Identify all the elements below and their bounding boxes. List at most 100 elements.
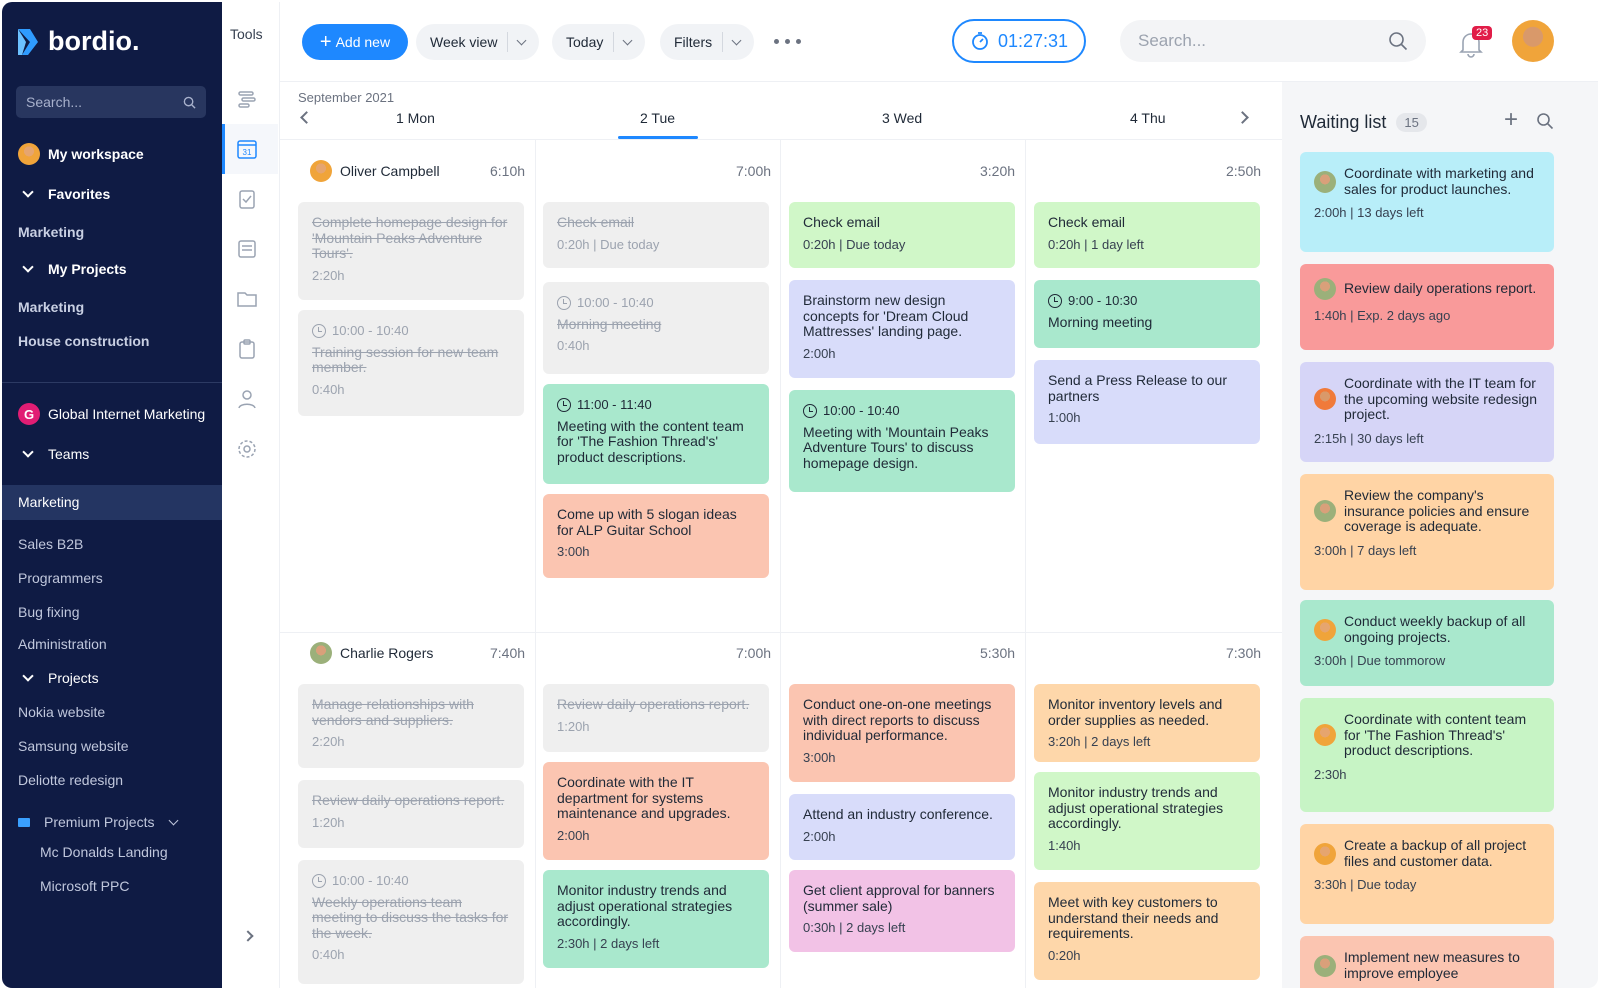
next-week-chevron-icon[interactable] xyxy=(1236,111,1249,124)
task-meta: 0:40h xyxy=(557,338,590,353)
previous-week-chevron-icon[interactable] xyxy=(300,111,313,124)
sidebar-item-mc-donalds-landing[interactable]: Mc Donalds Landing xyxy=(40,844,168,860)
sidebar-item-microsoft-ppc[interactable]: Microsoft PPC xyxy=(40,878,129,894)
collapse-chevron-icon[interactable] xyxy=(242,930,254,942)
task-card[interactable]: Meet with key customers to understand th… xyxy=(1034,882,1260,980)
settings-gear-icon[interactable] xyxy=(236,438,258,460)
task-card[interactable]: 10:00 - 10:40 Morning meeting 0:40h xyxy=(543,282,769,374)
sidebar-folder-premium-projects[interactable]: Premium Projects xyxy=(18,814,179,830)
task-card[interactable]: 10:00 - 10:40 Meeting with 'Mountain Pea… xyxy=(789,390,1015,492)
task-time-label: 10:00 - 10:40 xyxy=(823,403,900,418)
task-card[interactable]: Manage relationships with vendors and su… xyxy=(298,684,524,768)
sidebar-section-label: Favorites xyxy=(48,186,111,202)
calendar-header: September 2021 1 Mon 2 Tue 3 Wed 4 Thu xyxy=(280,82,1282,140)
week-view-select[interactable]: Week view xyxy=(416,24,540,60)
day-header-wed[interactable]: 3 Wed xyxy=(882,110,923,126)
task-card[interactable]: 10:00 - 10:40 Weekly operations team mee… xyxy=(298,860,524,984)
task-card[interactable]: Monitor industry trends and adjust opera… xyxy=(543,870,769,968)
sidebar-item-team-marketing[interactable]: Marketing xyxy=(18,494,79,510)
sidebar-item-favorites-marketing[interactable]: Marketing xyxy=(18,224,84,240)
tasks-tool-icon[interactable] xyxy=(236,188,258,210)
add-waiting-item-plus-icon[interactable]: + xyxy=(1504,106,1519,133)
folder-tool-icon[interactable] xyxy=(236,288,258,310)
sidebar-item-house-construction[interactable]: House construction xyxy=(18,333,149,349)
waiting-card[interactable]: Create a backup of all project files and… xyxy=(1300,824,1554,924)
waiting-card[interactable]: Coordinate with marketing and sales for … xyxy=(1300,152,1554,252)
waiting-card-title: Coordinate with marketing and sales for … xyxy=(1344,165,1534,197)
task-card[interactable]: Check email 0:20h | Due today xyxy=(543,202,769,268)
task-card[interactable]: Send a Press Release to our partners 1:0… xyxy=(1034,360,1260,444)
day-header-thu[interactable]: 4 Thu xyxy=(1130,110,1166,126)
top-search-input[interactable]: Search... xyxy=(1120,20,1426,62)
chevron-down-icon xyxy=(169,815,179,825)
organization-badge: G xyxy=(18,403,40,425)
more-options-icon[interactable] xyxy=(774,39,801,44)
notes-tool-icon[interactable] xyxy=(236,238,258,260)
tools-title: Tools xyxy=(230,26,263,42)
waiting-card-title: Review daily operations report. xyxy=(1344,280,1537,297)
waiting-card-title: Implement new measures to improve employ… xyxy=(1344,949,1520,981)
user-avatar[interactable] xyxy=(1512,20,1554,62)
calendar-tool-icon[interactable]: 31 xyxy=(236,138,258,160)
sidebar-section-teams[interactable]: Teams xyxy=(18,446,89,462)
sidebar-search-input[interactable]: Search... xyxy=(16,86,206,118)
day-header-tue[interactable]: 2 Tue xyxy=(640,110,676,126)
sidebar-section-my-projects[interactable]: My Projects xyxy=(18,261,127,277)
task-card[interactable]: Check email 0:20h | 1 day left xyxy=(1034,202,1260,268)
task-card[interactable]: Monitor industry trends and adjust opera… xyxy=(1034,772,1260,870)
clipboard-tool-icon[interactable] xyxy=(236,338,258,360)
task-time: 10:00 - 10:40 xyxy=(312,873,510,889)
task-card[interactable]: Review daily operations report. 1:20h xyxy=(298,780,524,848)
task-card[interactable]: Brainstorm new design concepts for 'Drea… xyxy=(789,280,1015,378)
task-card[interactable]: 10:00 - 10:40 Training session for new t… xyxy=(298,310,524,416)
sidebar-item-my-workspace[interactable]: My workspace xyxy=(18,143,144,165)
add-new-button[interactable]: + Add new xyxy=(302,24,408,60)
task-card[interactable]: Complete homepage design for 'Mountain P… xyxy=(298,202,524,300)
task-card[interactable]: Check email 0:20h | Due today xyxy=(789,202,1015,268)
sidebar-item-sales-b2b[interactable]: Sales B2B xyxy=(18,536,83,552)
today-select[interactable]: Today xyxy=(552,24,646,60)
waiting-card[interactable]: Implement new measures to improve employ… xyxy=(1300,936,1554,988)
day-header-mon[interactable]: 1 Mon xyxy=(396,110,435,126)
task-title: Morning meeting xyxy=(557,315,662,332)
chevron-down-icon xyxy=(622,35,633,45)
sidebar-item-samsung-website[interactable]: Samsung website xyxy=(18,738,129,754)
sidebar-item-bug-fixing[interactable]: Bug fixing xyxy=(18,604,79,620)
waiting-search-icon[interactable] xyxy=(1536,112,1554,130)
waiting-card[interactable]: Coordinate with the IT team for the upco… xyxy=(1300,362,1554,462)
sidebar-item-organization[interactable]: G Global Internet Marketing xyxy=(18,403,205,425)
sidebar-section-projects[interactable]: Projects xyxy=(18,670,99,686)
sidebar-item-my-projects-marketing[interactable]: Marketing xyxy=(18,299,84,315)
timer-button[interactable]: 01:27:31 xyxy=(952,19,1086,63)
task-card[interactable]: 9:00 - 10:30 Morning meeting xyxy=(1034,280,1260,348)
waiting-card[interactable]: Review the company's insurance policies … xyxy=(1300,474,1554,590)
sidebar-item-programmers[interactable]: Programmers xyxy=(18,570,103,586)
sidebar-item-administration[interactable]: Administration xyxy=(18,636,107,652)
filters-select[interactable]: Filters xyxy=(660,24,755,60)
waiting-card[interactable]: Review daily operations report. 1:40h | … xyxy=(1300,264,1554,350)
task-card[interactable]: Coordinate with the IT department for sy… xyxy=(543,762,769,860)
sidebar-item-deliotte-redesign[interactable]: Deliotte redesign xyxy=(18,772,123,788)
sidebar-item-nokia-website[interactable]: Nokia website xyxy=(18,704,105,720)
waiting-card[interactable]: Conduct weekly backup of all ongoing pro… xyxy=(1300,600,1554,686)
user-tool-icon[interactable] xyxy=(236,388,258,410)
task-card[interactable]: Come up with 5 slogan ideas for ALP Guit… xyxy=(543,494,769,578)
task-card[interactable]: Get client approval for banners (summer … xyxy=(789,870,1015,952)
waiting-card[interactable]: Coordinate with content team for 'The Fa… xyxy=(1300,698,1554,812)
avatar xyxy=(1314,278,1336,300)
waiting-card-meta: 2:30h xyxy=(1314,766,1347,782)
waiting-card-meta: 3:30h | Due today xyxy=(1314,877,1417,892)
select-divider xyxy=(507,32,509,52)
brand-logo[interactable]: bordio. xyxy=(16,26,139,57)
task-card[interactable]: Monitor inventory levels and order suppl… xyxy=(1034,684,1260,762)
task-meta: 0:40h xyxy=(312,381,345,397)
task-card[interactable]: Attend an industry conference. 2:00h xyxy=(789,794,1015,860)
task-card[interactable]: 11:00 - 11:40 Meeting with the content t… xyxy=(543,384,769,484)
task-card[interactable]: Conduct one-on-one meetings with direct … xyxy=(789,684,1015,782)
avatar xyxy=(1314,388,1336,411)
sidebar-section-favorites[interactable]: Favorites xyxy=(18,186,110,202)
chevron-down-icon xyxy=(22,186,34,198)
task-card[interactable]: Review daily operations report. 1:20h xyxy=(543,684,769,752)
timeline-tool-icon[interactable] xyxy=(236,88,258,110)
top-bar: + Add new Week view Today Filters 01:27:… xyxy=(280,2,1598,82)
